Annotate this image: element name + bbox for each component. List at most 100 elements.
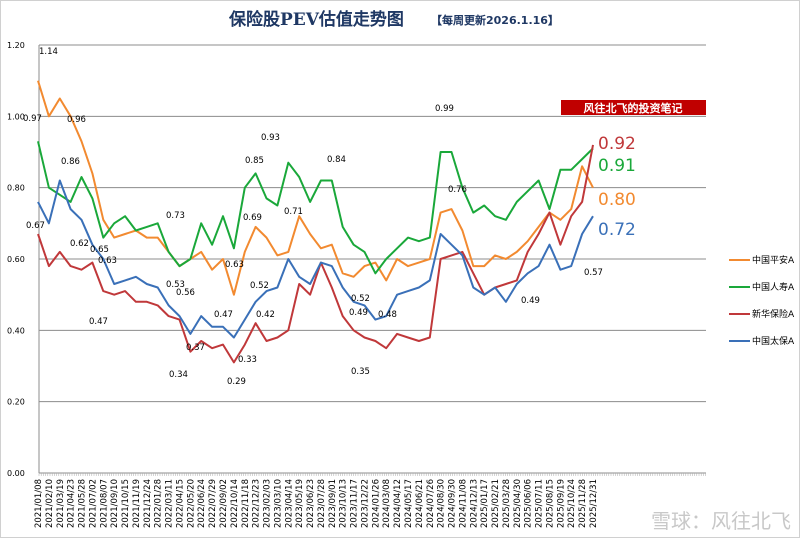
data-label: 0.97 [23, 114, 42, 124]
x-tick-label: 2024/12/13 [469, 479, 479, 528]
y-tick-label: 0.20 [7, 398, 25, 407]
x-tick-label: 2023/02/03 [263, 479, 273, 528]
x-tick-label: 2023/06/23 [306, 479, 316, 528]
x-tick-label: 2024/06/21 [415, 479, 425, 528]
end-value-label: 0.92 [598, 134, 636, 154]
x-tick-label: 2024/07/26 [426, 479, 436, 528]
legend-label: 中国太保A [752, 335, 795, 347]
data-label: 0.93 [261, 133, 280, 143]
end-value-label: 0.91 [598, 156, 636, 176]
data-label: 0.35 [351, 367, 370, 377]
data-label: 1.14 [39, 47, 58, 57]
watermark: 雪球：风往北飞 [651, 509, 791, 533]
chart-subtitle: 【每周更新2026.1.16】 [431, 13, 559, 27]
x-tick-label: 2023/12/22 [360, 479, 370, 528]
x-tick-label: 2025/02/21 [491, 479, 501, 528]
y-tick-label: 1.20 [7, 41, 25, 50]
x-tick-label: 2025/08/15 [545, 479, 555, 528]
x-tick-label: 2022/10/14 [230, 479, 240, 528]
x-tick-label: 2024/01/26 [371, 479, 381, 528]
data-label: 0.67 [26, 221, 45, 231]
author-banner: 风往北飞的投资笔记 [561, 100, 706, 115]
x-tick-label: 2023/03/10 [273, 479, 283, 528]
x-tick-label: 2022/06/24 [197, 479, 207, 528]
end-value-label: 0.80 [598, 190, 636, 210]
data-label: 0.48 [378, 310, 397, 320]
x-tick-label: 2022/12/23 [252, 479, 262, 528]
x-tick-label: 2023/04/14 [284, 479, 294, 528]
x-tick-label: 2024/09/30 [448, 479, 458, 528]
end-value-label: 0.72 [598, 220, 636, 240]
x-tick-label: 2021/02/10 [45, 479, 55, 528]
data-label: 0.52 [250, 281, 269, 291]
series-line-中国太保A [37, 179, 594, 339]
data-label: 0.47 [89, 317, 108, 327]
x-axis: 2021/01/08 2021/02/10 2021/03/19 2021/04/23… [34, 479, 599, 528]
x-tick-label: 2023/10/13 [339, 479, 349, 528]
x-tick-label: 2021/11/19 [132, 479, 142, 528]
data-label: 0.52 [351, 294, 370, 304]
x-tick-label: 2022/09/02 [219, 479, 229, 528]
y-axis: 0.00 0.20 0.40 0.60 0.80 1.00 1.20 [7, 41, 25, 478]
legend-label: 新华保险A [752, 308, 795, 320]
x-tick-label: 2022/03/11 [165, 479, 175, 528]
data-label: 0.34 [169, 370, 188, 380]
y-tick-label: 0.80 [7, 184, 25, 193]
y-tick-label: 1.00 [7, 112, 25, 121]
data-label: 0.69 [243, 213, 262, 223]
x-tick-label: 2025/11/28 [578, 479, 588, 528]
x-tick-label: 2025/01/17 [480, 479, 490, 528]
data-label: 0.53 [166, 280, 185, 290]
series-line-中国人寿A [37, 141, 594, 275]
data-label: 0.86 [61, 157, 80, 167]
x-tick-label: 2024/11/08 [458, 479, 468, 528]
x-tick-label: 2021/10/15 [121, 479, 131, 528]
banner-background [561, 100, 706, 115]
data-label: 0.63 [98, 256, 117, 266]
x-tick-label: 2025/06/06 [524, 479, 534, 528]
data-label: 0.85 [245, 156, 264, 166]
x-tick-label: 2024/04/12 [393, 479, 403, 528]
x-tick-label: 2025/07/11 [535, 479, 545, 528]
x-tick-label: 2022/11/18 [241, 479, 251, 528]
data-label: 0.57 [584, 268, 603, 278]
data-label: 0.76 [448, 185, 467, 195]
x-tick-label: 2021/09/10 [110, 479, 120, 528]
data-label: 0.29 [227, 377, 246, 387]
x-tick-label: 2025/09/19 [556, 479, 566, 528]
x-tick-label: 2024/03/08 [382, 479, 392, 528]
legend: 中国平安A 中国人寿A 新华保险A 中国太保A [729, 254, 795, 347]
end-value-labels: 0.80 0.910.92 0.72 [598, 134, 636, 240]
x-tick-label: 2025/03/28 [502, 479, 512, 528]
banner-text: 风往北飞的投资笔记 [584, 101, 683, 115]
series-line-中国平安A [37, 80, 594, 296]
y-tick-label: 0.40 [7, 326, 25, 335]
data-label: 0.99 [435, 104, 454, 114]
data-label: 0.63 [225, 260, 244, 270]
x-tick-label: 2022/01/28 [154, 479, 164, 528]
legend-label: 中国人寿A [752, 281, 795, 293]
x-tick-label: 2024/05/17 [404, 479, 414, 528]
data-label: 0.37 [186, 343, 205, 353]
data-label: 0.65 [90, 245, 109, 255]
x-tick-label: 2022/05/20 [186, 479, 196, 528]
data-label: 0.71 [284, 207, 303, 217]
x-tick-label: 2023/09/01 [328, 479, 338, 528]
x-tick-label: 2022/04/15 [175, 479, 185, 528]
data-label: 0.73 [166, 211, 185, 221]
x-tick-label: 2021/03/19 [56, 479, 66, 528]
data-label: 0.56 [176, 288, 195, 298]
x-tick-label: 2023/05/19 [295, 479, 305, 528]
series-line-新华保险A [37, 144, 594, 364]
x-tick-label: 2024/08/30 [437, 479, 447, 528]
series-lines [37, 80, 594, 364]
x-tick-label: 2021/05/28 [78, 479, 88, 528]
data-label: 0.42 [256, 310, 275, 320]
x-tick-label: 2021/07/02 [88, 479, 98, 528]
gridlines [38, 44, 706, 476]
data-label: 0.62 [70, 239, 89, 249]
data-labels: 1.140.97 0.960.860.670.620.650.630.470.73… [23, 47, 603, 387]
y-tick-label: 0.00 [7, 469, 25, 478]
